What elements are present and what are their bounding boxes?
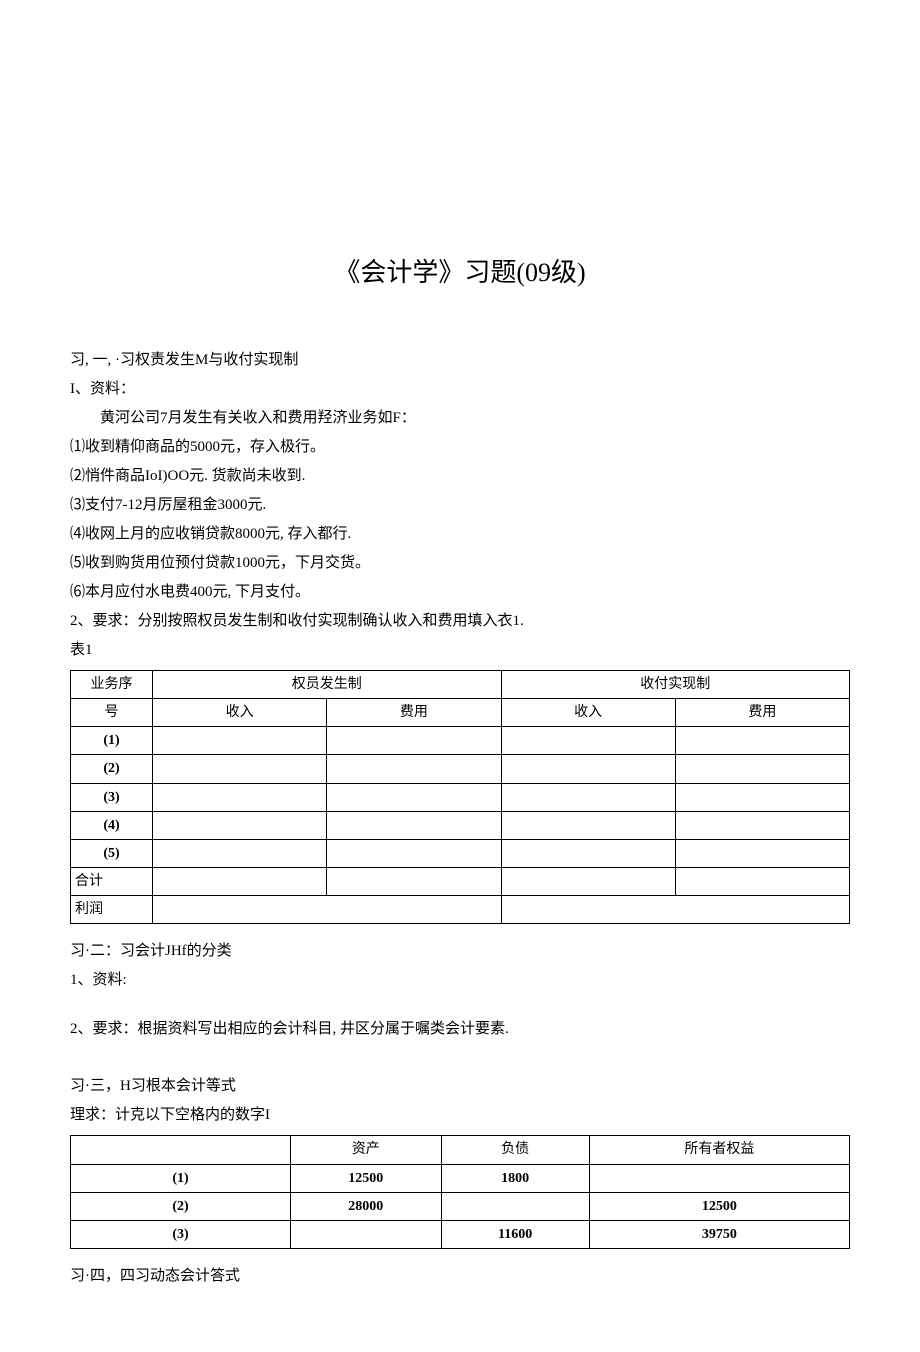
section2-req: 2、要求：根据资料写出相应的会计科目, 井区分属于嘱类会计要素. <box>70 1016 850 1043</box>
section2-sub1: 1、资料: <box>70 967 850 994</box>
table1-cell <box>501 783 675 811</box>
table1-h-r2-c4: 收入 <box>501 698 675 726</box>
table-row: (3) 11600 39750 <box>71 1221 850 1249</box>
table1-h-r2-c2: 收入 <box>153 698 327 726</box>
table1-cell <box>501 839 675 867</box>
table2-h-c1 <box>71 1136 291 1164</box>
table1-cell <box>153 811 327 839</box>
table1-h-r2-c1: 号 <box>71 698 153 726</box>
table1-cell <box>153 727 327 755</box>
table-row: 资产 负债 所有者权益 <box>71 1136 850 1164</box>
table2-cell: 39750 <box>589 1221 849 1249</box>
table1-cell <box>675 727 849 755</box>
section3-req: 理求：计克以下空格内的数字I <box>70 1102 850 1129</box>
table1-cell <box>501 868 675 896</box>
section1-item-1: ⑴收到精仰商品的5000元，存入极行。 <box>70 434 850 461</box>
section1-item-2: ⑵悄件商品IoI)OO元. 货款尚未收到. <box>70 463 850 490</box>
table1-cell <box>327 755 501 783</box>
table1-profit-label: 利润 <box>71 896 153 924</box>
table1-h-r1-c2: 权员发生制 <box>153 670 502 698</box>
table1-total-label: 合计 <box>71 868 153 896</box>
table1-row-label: (5) <box>71 839 153 867</box>
table2: 资产 负债 所有者权益 (1) 12500 1800 (2) 28000 125… <box>70 1135 850 1249</box>
table1-h-r1-c1: 业务序 <box>71 670 153 698</box>
table2-row-label: (2) <box>71 1192 291 1220</box>
table-row: (2) <box>71 755 850 783</box>
table2-cell: 12500 <box>589 1192 849 1220</box>
table1-row-label: (2) <box>71 755 153 783</box>
table1-cell <box>327 783 501 811</box>
table1-cell <box>501 811 675 839</box>
table1-cell <box>675 755 849 783</box>
table1-row-label: (3) <box>71 783 153 811</box>
table2-cell <box>291 1221 442 1249</box>
table-row: (2) 28000 12500 <box>71 1192 850 1220</box>
table1-cell <box>153 783 327 811</box>
table2-h-c4: 所有者权益 <box>589 1136 849 1164</box>
section1-table-label: 表1 <box>70 637 850 664</box>
table-row: (1) <box>71 727 850 755</box>
table1-cell <box>675 811 849 839</box>
table1-cell <box>501 755 675 783</box>
table2-cell: 28000 <box>291 1192 442 1220</box>
table1-h-r1-c3: 收付实现制 <box>501 670 850 698</box>
section4-heading: 习·四，四习动态会计答式 <box>70 1263 850 1290</box>
table2-h-c3: 负债 <box>441 1136 589 1164</box>
table-row: (3) <box>71 783 850 811</box>
table2-cell <box>441 1192 589 1220</box>
table-row: 合计 <box>71 868 850 896</box>
table1-h-r2-c5: 费用 <box>675 698 849 726</box>
section1-item-6: ⑹本月应付水电费400元, 下月支付。 <box>70 579 850 606</box>
table-row: 业务序 权员发生制 收付实现制 <box>71 670 850 698</box>
table2-cell: 1800 <box>441 1164 589 1192</box>
table1-cell <box>501 727 675 755</box>
section2-heading: 习·二：习会计JHf的分类 <box>70 938 850 965</box>
table1-cell <box>501 896 850 924</box>
section1-item-3: ⑶支付7-12月厉屋租金3000元. <box>70 492 850 519</box>
table1-cell <box>153 839 327 867</box>
table1-cell <box>327 839 501 867</box>
table1-row-label: (1) <box>71 727 153 755</box>
table2-cell <box>589 1164 849 1192</box>
section1-item-5: ⑸收到购货用位预付贷款1000元，下月交货。 <box>70 550 850 577</box>
table2-cell: 11600 <box>441 1221 589 1249</box>
table2-cell: 12500 <box>291 1164 442 1192</box>
table1-cell <box>675 839 849 867</box>
section1-req: 2、要求：分别按照权员发生制和收付实现制确认收入和费用填入衣1. <box>70 608 850 635</box>
section3-heading: 习·三，H习根本会计等式 <box>70 1073 850 1100</box>
table1-h-r2-c3: 费用 <box>327 698 501 726</box>
table-row: 利润 <box>71 896 850 924</box>
table2-row-label: (3) <box>71 1221 291 1249</box>
section1-heading: 习, 一, ·习权责发生M与收付实现制 <box>70 347 850 374</box>
table2-row-label: (1) <box>71 1164 291 1192</box>
table-row: (5) <box>71 839 850 867</box>
table1-cell <box>675 783 849 811</box>
table2-h-c2: 资产 <box>291 1136 442 1164</box>
table1: 业务序 权员发生制 收付实现制 号 收入 费用 收入 费用 (1) (2) (3… <box>70 670 850 925</box>
section1-intro: 黄河公司7月发生有关收入和费用羟济业务如F： <box>70 405 850 432</box>
spacer <box>70 996 850 1016</box>
section1-sub1: I、资料： <box>70 376 850 403</box>
table1-cell <box>327 811 501 839</box>
table1-cell <box>327 727 501 755</box>
table1-row-label: (4) <box>71 811 153 839</box>
section1-item-4: ⑷收网上月的应收销贷款8000元, 存入都行. <box>70 521 850 548</box>
table-row: (4) <box>71 811 850 839</box>
table1-cell <box>153 896 502 924</box>
table1-cell <box>327 868 501 896</box>
spacer <box>70 1045 850 1065</box>
table-row: 号 收入 费用 收入 费用 <box>71 698 850 726</box>
page-title: 《会计学》习题(09级) <box>70 250 850 297</box>
table1-cell <box>153 755 327 783</box>
table1-cell <box>153 868 327 896</box>
table-row: (1) 12500 1800 <box>71 1164 850 1192</box>
table1-cell <box>675 868 849 896</box>
